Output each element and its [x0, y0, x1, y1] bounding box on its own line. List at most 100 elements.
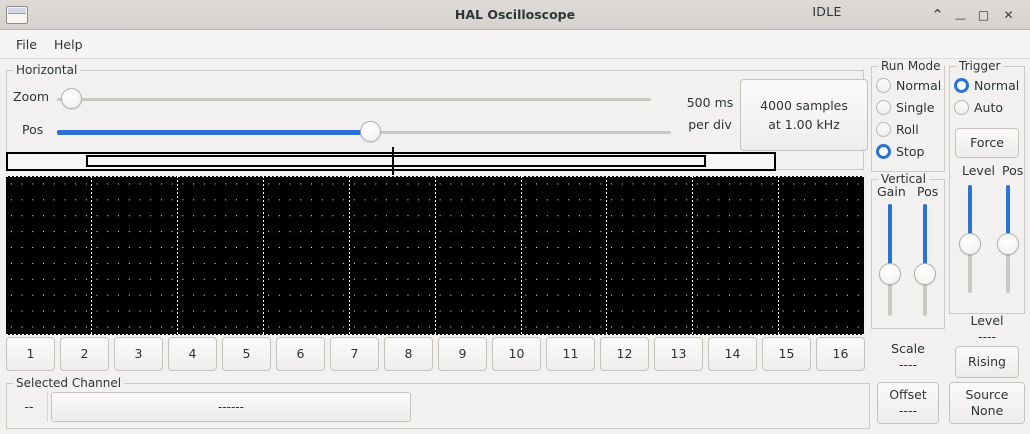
grid-division-v: [177, 176, 178, 335]
menu-item-file[interactable]: File: [16, 37, 37, 52]
run-mode-group: Run Mode Normal Single Roll Stop: [871, 59, 945, 172]
close-icon[interactable]: [1000, 7, 1017, 24]
menu-item-help[interactable]: Help: [54, 37, 83, 52]
trigger-level-slider[interactable]: [959, 185, 981, 293]
vertical-pos-slider-fill: [923, 204, 927, 274]
trigger-level-slider-handle[interactable]: [959, 233, 981, 255]
vertical-group-label: Vertical: [878, 172, 929, 186]
channel-button-12[interactable]: 12: [600, 337, 649, 371]
zoom-slider-handle[interactable]: [61, 88, 82, 109]
trigger-source-button[interactable]: Source None: [949, 382, 1025, 424]
trigger-slope-label: Rising: [967, 354, 1006, 369]
radio-icon-selected[interactable]: [876, 144, 891, 159]
horizontal-pos-slider-handle[interactable]: [360, 121, 381, 142]
channel-button-4[interactable]: 4: [168, 337, 217, 371]
channel-button-14[interactable]: 14: [708, 337, 757, 371]
divider: [47, 392, 48, 422]
vertical-scale-readout: Scale ----: [877, 338, 939, 376]
horizontal-pos-label: Pos: [22, 122, 44, 137]
channel-button-10[interactable]: 10: [492, 337, 541, 371]
channel-button-1[interactable]: 1: [6, 337, 55, 371]
radio-icon[interactable]: [954, 100, 969, 115]
vertical-pos-slider-handle[interactable]: [914, 263, 936, 285]
trigger-option-normal[interactable]: Normal: [954, 75, 1022, 97]
grid-division-v: [435, 176, 436, 335]
sample-rate-button[interactable]: 4000 samples at 1.00 kHz: [740, 79, 868, 151]
radio-icon[interactable]: [876, 122, 891, 137]
vertical-pos-slider[interactable]: [914, 204, 936, 316]
vertical-gain-label: Gain: [877, 184, 906, 199]
channel-button-2[interactable]: 2: [60, 337, 109, 371]
radio-icon-selected[interactable]: [954, 78, 969, 93]
selected-channel-number: --: [24, 399, 34, 414]
trigger-slope-button[interactable]: Rising: [955, 346, 1019, 378]
run-mode-option-roll[interactable]: Roll: [876, 119, 944, 141]
trigger-auto-label: Auto: [974, 100, 1004, 115]
horizontal-pos-slider-fill: [57, 130, 365, 135]
sample-rate-label: at 1.00 kHz: [768, 117, 840, 132]
run-mode-roll-label: Roll: [896, 122, 919, 137]
grid-division-v: [521, 176, 522, 335]
selected-channel-group-label: Selected Channel: [13, 376, 125, 390]
maximize-icon[interactable]: [975, 7, 992, 24]
trigger-force-button[interactable]: Force: [955, 128, 1019, 158]
grid-division-v: [692, 176, 693, 335]
trigger-pos-slider[interactable]: [997, 185, 1019, 293]
channel-button-13[interactable]: 13: [654, 337, 703, 371]
radio-icon[interactable]: [876, 100, 891, 115]
vertical-offset-value: ----: [898, 403, 918, 418]
vertical-offset-button[interactable]: Offset ----: [877, 382, 939, 424]
zoom-slider-track[interactable]: [57, 98, 651, 101]
channel-button-3[interactable]: 3: [114, 337, 163, 371]
timebase-value: 500 ms: [686, 95, 734, 110]
title-bar[interactable]: HAL Oscilloscope: [0, 0, 1030, 30]
vertical-pos-label: Pos: [917, 184, 939, 199]
minimize-icon[interactable]: [952, 7, 969, 24]
status-badge: IDLE: [812, 4, 842, 19]
vertical-gain-slider[interactable]: [879, 204, 901, 316]
channel-button-8[interactable]: 8: [384, 337, 433, 371]
record-overview-bar[interactable]: [6, 147, 864, 175]
trigger-pos-slider-handle[interactable]: [997, 233, 1019, 255]
horizontal-group-label: Horizontal: [13, 63, 81, 77]
run-mode-option-normal[interactable]: Normal: [876, 75, 944, 97]
channel-button-15[interactable]: 15: [762, 337, 811, 371]
sample-count-label: 4000 samples: [760, 98, 848, 113]
vertical-gain-slider-handle[interactable]: [879, 263, 901, 285]
channel-button-7[interactable]: 7: [330, 337, 379, 371]
grid-division-h: [6, 334, 864, 335]
overview-visible-window[interactable]: [86, 155, 706, 167]
grid-division-v: [263, 176, 264, 335]
run-mode-single-label: Single: [896, 100, 935, 115]
window-title: HAL Oscilloscope: [454, 7, 576, 22]
trigger-group-label: Trigger: [956, 59, 1004, 73]
channel-button-5[interactable]: 5: [222, 337, 271, 371]
shade-icon[interactable]: [929, 7, 946, 24]
vertical-scale-value: ----: [898, 357, 918, 372]
run-mode-option-stop[interactable]: Stop: [876, 141, 944, 163]
timebase-unit: per div: [688, 117, 732, 132]
channel-button-row: 1 2 3 4 5 6 7 8 9 10 11 12 13 14 15 16: [6, 337, 870, 373]
vertical-gain-slider-fill: [888, 204, 892, 274]
scope-display[interactable]: [6, 176, 864, 335]
grid-division-v: [349, 176, 350, 335]
grid-division-v: [778, 176, 779, 335]
zoom-label: Zoom: [13, 89, 50, 104]
trigger-level-label: Level: [970, 313, 1004, 328]
channel-button-16[interactable]: 16: [816, 337, 865, 371]
selected-channel-signal-combo[interactable]: ------: [51, 392, 411, 422]
run-mode-option-single[interactable]: Single: [876, 97, 944, 119]
radio-icon[interactable]: [876, 78, 891, 93]
trigger-pos-caption: Pos: [1002, 163, 1024, 178]
overview-trigger-marker: [392, 147, 394, 175]
vertical-offset-label: Offset: [889, 387, 927, 402]
horizontal-pos-slider[interactable]: [57, 121, 671, 143]
channel-button-6[interactable]: 6: [276, 337, 325, 371]
trigger-option-auto[interactable]: Auto: [954, 97, 1022, 119]
trigger-level-readout: Level ----: [949, 310, 1025, 348]
channel-button-9[interactable]: 9: [438, 337, 487, 371]
horizontal-zoom-slider[interactable]: [57, 88, 651, 110]
trigger-level-slider-fill: [968, 185, 972, 243]
run-mode-group-label: Run Mode: [878, 59, 944, 73]
channel-button-11[interactable]: 11: [546, 337, 595, 371]
